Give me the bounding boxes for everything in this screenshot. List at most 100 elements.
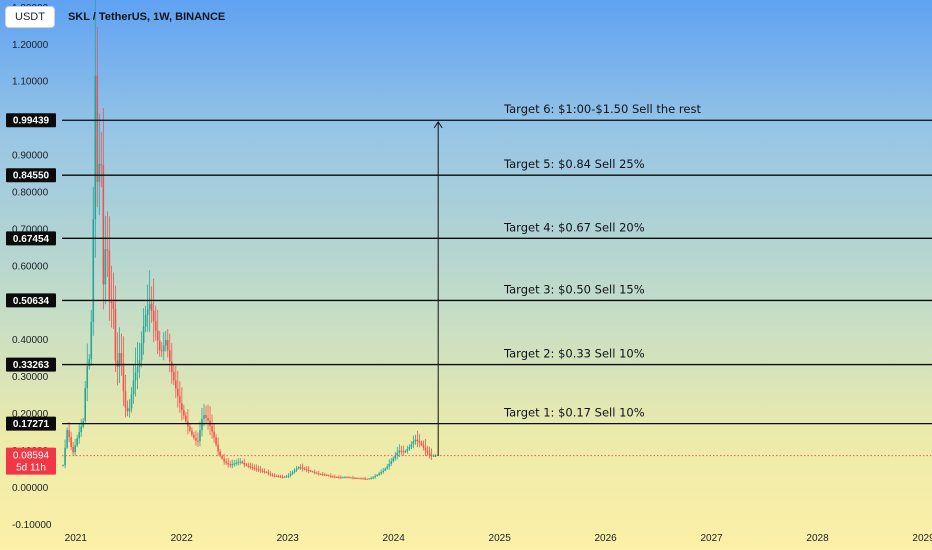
candle-body [130, 394, 133, 409]
candle [267, 469, 270, 476]
candle-body [404, 451, 407, 453]
candle-body [193, 434, 195, 438]
candle [340, 475, 342, 479]
quote-currency-button[interactable]: USDT [5, 6, 55, 28]
candle-body [213, 431, 215, 438]
candle [187, 409, 189, 435]
candle [183, 404, 185, 420]
candle [374, 473, 376, 479]
candle-body [68, 430, 70, 438]
candle [269, 471, 272, 477]
candle [148, 270, 151, 332]
candle [114, 285, 117, 373]
candle [189, 423, 191, 433]
candle-body [237, 462, 240, 464]
candle-body [430, 454, 433, 456]
candle-body [255, 468, 258, 470]
candle [370, 476, 372, 480]
candle-body [235, 462, 238, 464]
candle-body [247, 465, 250, 467]
candle [128, 399, 131, 418]
candle [225, 458, 227, 465]
level-tag-bg [6, 168, 56, 183]
level-tag-bg [6, 416, 56, 431]
candle-body [307, 469, 310, 471]
candle [378, 471, 380, 476]
candle [217, 437, 219, 456]
candle-body [150, 303, 153, 312]
candle [68, 422, 70, 443]
candle [317, 470, 320, 476]
candle-body [378, 473, 380, 475]
candle-body [215, 437, 217, 445]
candle-body [277, 476, 280, 478]
candle [346, 476, 348, 479]
candle [354, 477, 356, 479]
candle [142, 308, 145, 355]
candle-body [422, 444, 425, 448]
candle [162, 332, 165, 361]
candle-body [249, 466, 252, 468]
candle [70, 431, 72, 450]
candle-body [96, 75, 99, 182]
candle [195, 430, 197, 446]
price-tags: 0.99439 0.84550 0.67454 0.50634 0.33263 0.172… [6, 113, 56, 475]
candle-body [160, 350, 163, 352]
candle-body [197, 440, 199, 442]
candle [279, 474, 282, 479]
candle [297, 466, 300, 470]
candle-body [356, 478, 358, 480]
candle [86, 343, 89, 402]
candle-body [342, 477, 344, 479]
candle [108, 216, 111, 321]
candle-body [319, 473, 322, 475]
candle [362, 477, 364, 480]
candle-body [269, 473, 272, 475]
candle [160, 342, 163, 357]
candle-body [362, 478, 364, 480]
candle [324, 472, 326, 477]
candle [78, 423, 80, 444]
candle-body [195, 437, 197, 441]
candle [168, 333, 171, 373]
level-tag-label: 0.17271 [13, 419, 50, 430]
candle-body [108, 250, 111, 303]
candle-body [374, 476, 376, 478]
candle-body [368, 478, 370, 480]
candle [311, 470, 314, 473]
candle [122, 336, 125, 406]
candle [404, 449, 407, 454]
candle [418, 434, 421, 448]
candle [102, 108, 105, 310]
candle [100, 132, 103, 188]
candle-body [219, 451, 221, 456]
candle-body [168, 350, 171, 362]
candle [96, 27, 99, 208]
candle [281, 474, 284, 479]
candle [287, 473, 290, 479]
time-axis[interactable]: 2021 2022 2023 2024 2025 2026 2027 2028 2029 [65, 533, 932, 544]
candle [430, 448, 433, 461]
candle-body [104, 249, 107, 285]
x-tick-label: 2026 [594, 533, 617, 544]
candle [136, 342, 139, 390]
candle [360, 477, 362, 480]
candle-body [285, 476, 288, 478]
candle [138, 342, 141, 379]
candle [156, 309, 159, 355]
y-tick-label: 0.70000 [12, 224, 49, 235]
candle-body [275, 475, 278, 477]
level-tag-bg [6, 113, 56, 128]
candle [277, 474, 280, 478]
candle-body [332, 476, 334, 478]
candle [253, 464, 256, 471]
candle [305, 466, 308, 473]
candle-body [66, 430, 68, 448]
level-tag-bg [6, 293, 56, 308]
level-price-tag: 0.33263 [6, 357, 56, 372]
candle-body [243, 463, 246, 465]
candle [104, 215, 107, 305]
candle [321, 472, 324, 477]
